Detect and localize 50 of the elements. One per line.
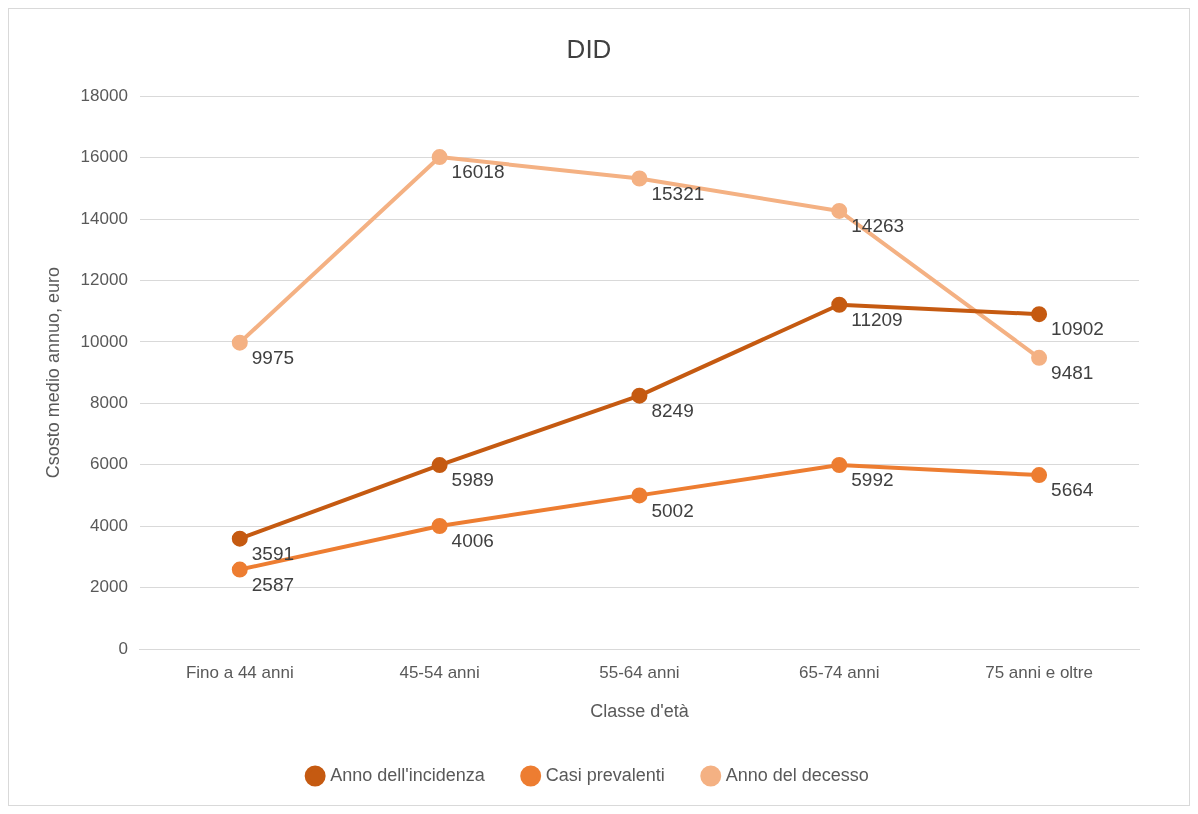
point [431, 457, 448, 474]
y-tick-label: 18000 [80, 85, 128, 105]
legend-label: Anno del decesso [725, 764, 869, 785]
y-tick-label: 8000 [90, 393, 128, 412]
data-label: 9975 [251, 346, 295, 368]
point [631, 487, 648, 504]
y-tick-label: 4000 [90, 515, 128, 535]
data-label: 9481 [1051, 362, 1094, 384]
point [1031, 467, 1048, 484]
y-tick-label: 10000 [80, 331, 128, 351]
data-label: 5002 [651, 499, 694, 521]
point [831, 296, 848, 313]
y-tick-label: 12000 [80, 270, 128, 290]
x-axis-title: Classe d'età [590, 701, 690, 722]
x-tick-label: 75 anni e oltre [985, 662, 1093, 682]
y-tick-label: 16000 [80, 147, 128, 167]
x-tick-label: Fino a 44 anni [185, 662, 294, 682]
data-label: 11209 [851, 308, 903, 330]
point [431, 149, 448, 166]
data-label: 15321 [651, 182, 705, 204]
data-label: 10902 [1051, 318, 1104, 340]
y-axis-title: Csosto medio annuo, euro [42, 267, 63, 479]
point [1031, 306, 1048, 323]
x-tick-label: 55-64 anni [599, 662, 680, 682]
y-tick-label: 14000 [80, 208, 128, 228]
point [231, 334, 248, 351]
legend-label: Casi prevalenti [545, 764, 665, 785]
x-tick-label: 65-74 anni [799, 662, 880, 682]
y-tick-label: 6000 [90, 454, 128, 474]
data-label: 3591 [251, 542, 295, 564]
data-label: 5992 [851, 469, 894, 491]
data-label: 2587 [251, 573, 295, 595]
data-label: 8249 [651, 399, 694, 421]
point [831, 202, 848, 219]
data-label: 4006 [451, 530, 494, 552]
point [231, 530, 248, 547]
data-label: 5664 [1051, 479, 1094, 501]
point [231, 561, 248, 578]
point [631, 170, 648, 187]
y-tick-label: 0 [118, 638, 128, 658]
data-label: 16018 [451, 161, 505, 183]
point [631, 387, 648, 404]
point [1031, 349, 1048, 366]
point [831, 456, 848, 473]
y-tick-label: 2000 [90, 577, 128, 597]
x-tick-label: 45-54 anni [399, 662, 480, 682]
data-label: 5989 [451, 469, 494, 491]
legend-label: Anno dell'incidenza [330, 764, 486, 785]
point [431, 517, 448, 534]
chart-title: DID [566, 33, 612, 64]
